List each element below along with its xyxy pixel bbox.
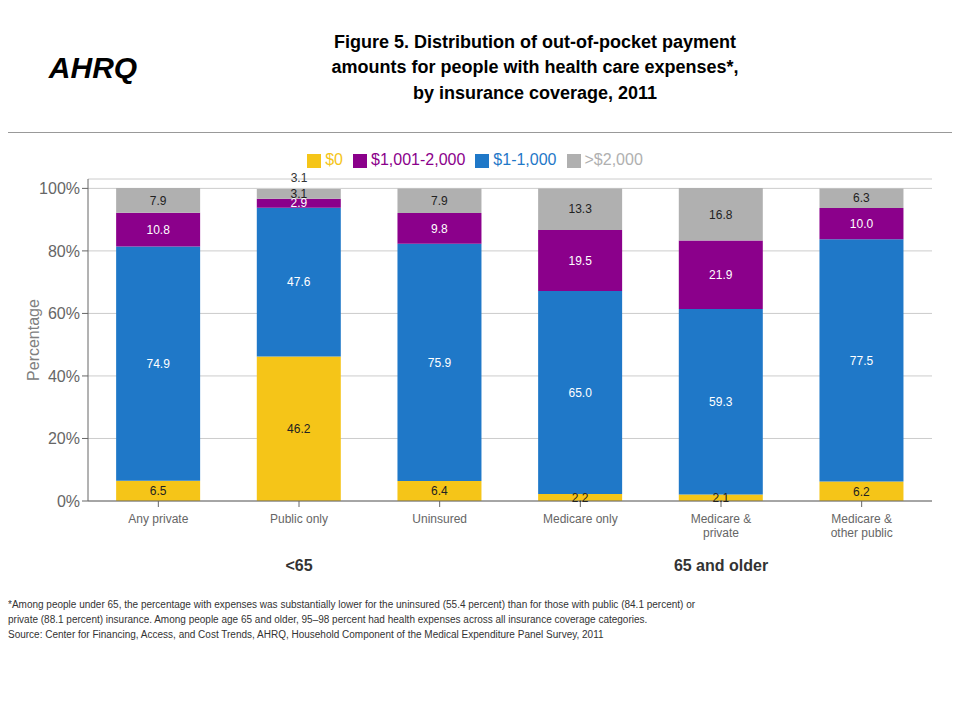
html-text:Source: Center for Financing,: Source: Center for Financing, Access, an… (8, 629, 604, 640)
svg-text:9.8: 9.8 (431, 222, 448, 236)
svg-text:3.1: 3.1 (290, 187, 307, 201)
svg-text:20%: 20% (48, 430, 80, 447)
svg-text:7.9: 7.9 (431, 194, 448, 208)
svg-text:Medicare &other public: Medicare &other public (831, 512, 893, 540)
svg-text:60%: 60% (48, 305, 80, 322)
svg-text:2.1: 2.1 (712, 491, 729, 505)
html-text:$1-1,000: $1-1,000 (493, 151, 557, 168)
svg-text:13.3: 13.3 (568, 202, 592, 216)
svg-text:10.8: 10.8 (146, 223, 170, 237)
html-text:$0: $0 (325, 151, 343, 168)
svg-text:10.0: 10.0 (850, 217, 874, 231)
svg-text:6.5: 6.5 (150, 484, 167, 498)
svg-text:21.9: 21.9 (709, 268, 733, 282)
svg-text:0%: 0% (57, 493, 80, 510)
svg-text:77.5: 77.5 (850, 354, 874, 368)
svg-text:65 and older: 65 and older (674, 557, 768, 574)
svg-text:Uninsured: Uninsured (412, 512, 467, 526)
svg-text:100%: 100% (39, 180, 80, 197)
svg-text:Medicare &private: Medicare &private (691, 512, 752, 540)
html-text:$1,001-2,000: $1,001-2,000 (371, 151, 466, 168)
svg-text:<65: <65 (285, 557, 312, 574)
svg-text:Any private: Any private (128, 512, 188, 526)
svg-text:16.8: 16.8 (709, 208, 733, 222)
svg-text:Percentage: Percentage (25, 299, 42, 381)
svg-text:40%: 40% (48, 368, 80, 385)
svg-text:46.2: 46.2 (287, 422, 311, 436)
svg-text:6.3: 6.3 (853, 191, 870, 205)
html-text:>$2,000: >$2,000 (584, 151, 643, 168)
svg-text:75.9: 75.9 (428, 356, 452, 370)
svg-text:6.4: 6.4 (431, 484, 448, 498)
svg-text:3.1: 3.1 (291, 171, 308, 185)
svg-text:6.2: 6.2 (853, 485, 870, 499)
svg-text:47.6: 47.6 (287, 275, 311, 289)
svg-text:80%: 80% (48, 243, 80, 260)
html-text:Figure 5. Distribution of out-: Figure 5. Distribution of out-of-pocket … (331, 32, 739, 103)
svg-text:19.5: 19.5 (568, 254, 592, 268)
svg-text:Public only: Public only (270, 512, 328, 526)
svg-text:74.9: 74.9 (146, 357, 170, 371)
svg-text:2.2: 2.2 (572, 491, 589, 505)
svg-text:2.9: 2.9 (290, 196, 308, 211)
svg-text:65.0: 65.0 (568, 386, 592, 400)
html-text:AHRQ: AHRQ (48, 51, 138, 84)
html-text:*Among people under 65, the pe: *Among people under 65, the percentage w… (8, 599, 696, 610)
svg-text:59.3: 59.3 (709, 395, 733, 409)
svg-text:Medicare only: Medicare only (543, 512, 618, 526)
svg-text:7.9: 7.9 (150, 194, 167, 208)
html-text:private (88.1 percent) insuran: private (88.1 percent) insurance. Among … (8, 614, 648, 625)
